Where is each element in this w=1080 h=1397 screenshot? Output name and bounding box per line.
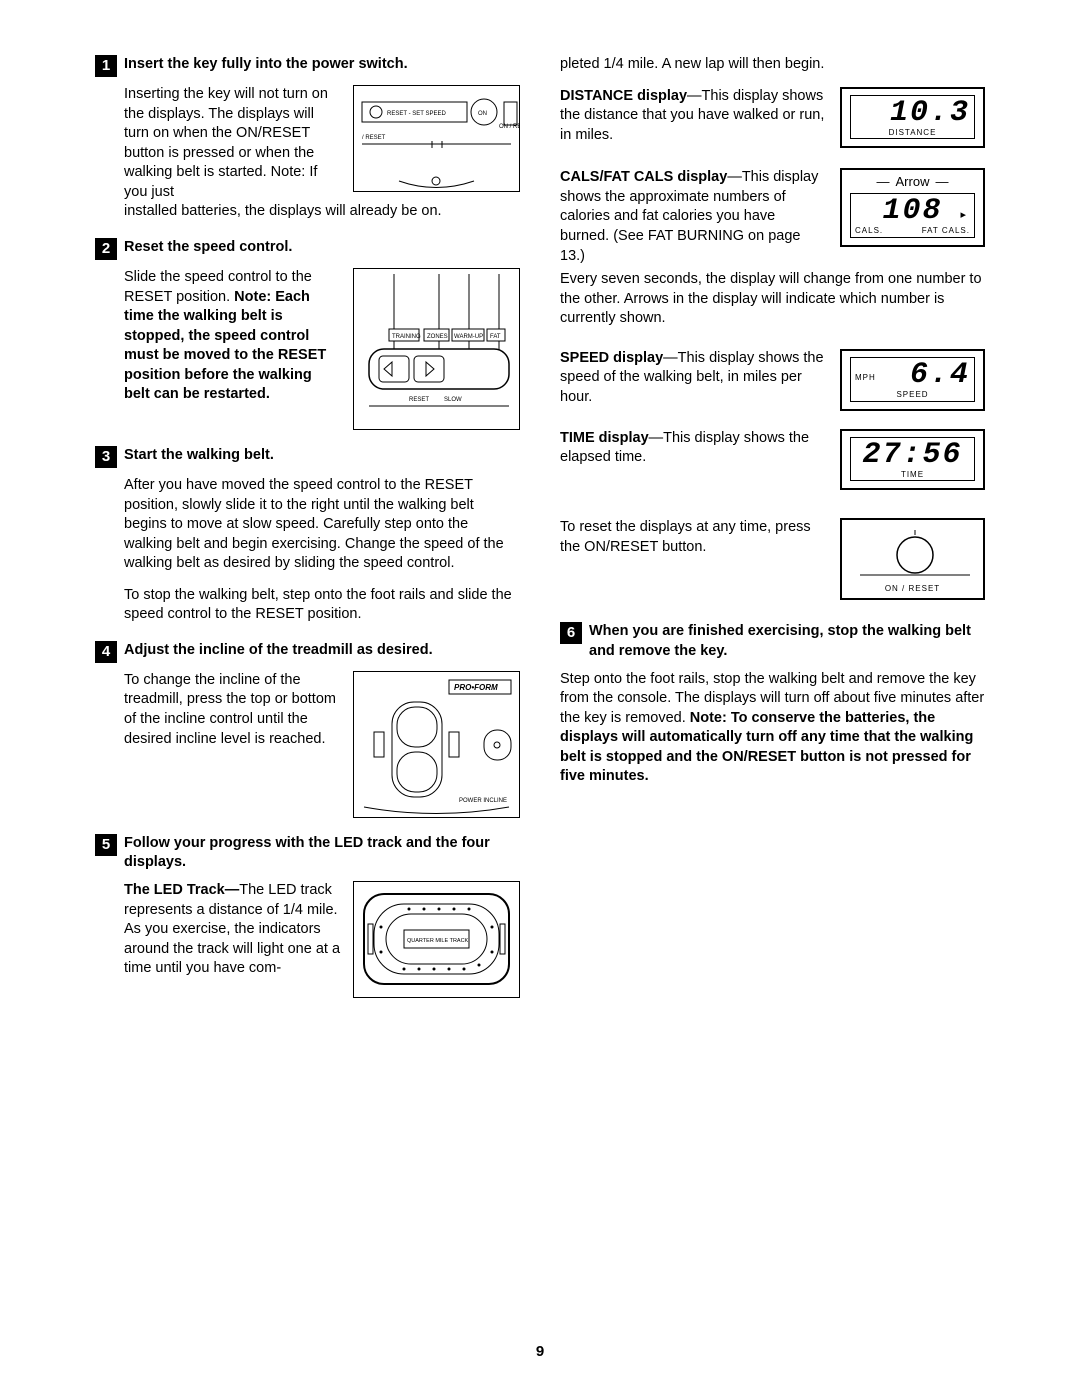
step-1-title: Insert the key fully into the power swit… xyxy=(124,55,408,75)
speed-control-diagram: TRAINING ZONES WARM-UP FAT xyxy=(353,268,520,430)
time-value: 27:56 xyxy=(855,440,970,470)
svg-text:TRAINING: TRAINING xyxy=(392,334,421,340)
step-3-header: 3 Start the walking belt. xyxy=(95,446,520,468)
step-3-title: Start the walking belt. xyxy=(124,446,274,466)
mph-label: MPH xyxy=(855,373,910,390)
cals-after-text: Every seven seconds, the display will ch… xyxy=(560,270,985,329)
step-4-header: 4 Adjust the incline of the treadmill as… xyxy=(95,641,520,663)
step-4-text: To change the incline of the treadmill, … xyxy=(124,671,341,749)
step-number-3: 3 xyxy=(95,446,117,468)
step-2-header: 2 Reset the speed control. xyxy=(95,238,520,260)
svg-text:SLOW: SLOW xyxy=(444,397,462,403)
step-2-bold: Note: Each time the walking belt is stop… xyxy=(124,289,326,403)
incline-diagram: PRO•FORM POWER INCLINE xyxy=(353,671,520,818)
svg-text:PRO•FORM: PRO•FORM xyxy=(454,683,498,692)
step-2-title: Reset the speed control. xyxy=(124,238,292,258)
step-3-para2: To stop the walking belt, step onto the … xyxy=(124,586,520,625)
on-label: ON xyxy=(478,111,487,117)
step-number-5: 5 xyxy=(95,834,117,856)
speed-display: MPH 6.4 SPEED xyxy=(840,349,985,411)
svg-text:POWER INCLINE: POWER INCLINE xyxy=(459,798,507,804)
step-number-4: 4 xyxy=(95,641,117,663)
led-track-diagram: QUARTER MILE TRACK xyxy=(353,881,520,998)
slash-reset-label: / RESET xyxy=(362,135,386,141)
arrow-label: Arrow xyxy=(896,173,930,191)
step-4-title: Adjust the incline of the treadmill as d… xyxy=(124,641,433,661)
manual-page: 1 Insert the key fully into the power sw… xyxy=(0,0,1080,1397)
on-reset-caption: ON / RESET xyxy=(850,584,975,595)
continuation-text: pleted 1/4 mile. A new lap will then beg… xyxy=(560,55,985,75)
svg-text:FAT: FAT xyxy=(490,334,501,340)
cals-value: 108 xyxy=(855,196,970,226)
left-column: 1 Insert the key fully into the power sw… xyxy=(95,55,520,1014)
reset-set-speed-label: RESET - SET SPEED xyxy=(387,111,446,117)
time-bold: TIME display xyxy=(560,430,649,446)
reset-text: To reset the displays at any time, press… xyxy=(560,518,828,557)
step-number-6: 6 xyxy=(560,622,582,644)
cals-bold: CALS/FAT CALS display xyxy=(560,169,727,185)
cals-caption-right: FAT CALS. xyxy=(922,226,970,237)
speed-bold: SPEED display xyxy=(560,350,663,366)
step-number-2: 2 xyxy=(95,238,117,260)
time-display: 27:56 TIME xyxy=(840,429,985,491)
step-5-title: Follow your progress with the LED track … xyxy=(124,834,520,873)
step-6-title: When you are finished exercising, stop t… xyxy=(589,622,985,661)
step-number-1: 1 xyxy=(95,55,117,77)
distance-value: 10.3 xyxy=(855,98,970,128)
speed-value: 6.4 xyxy=(910,360,970,390)
right-column: pleted 1/4 mile. A new lap will then beg… xyxy=(560,55,985,1014)
svg-text:QUARTER MILE TRACK: QUARTER MILE TRACK xyxy=(407,938,469,944)
step-3-para1: After you have moved the speed control t… xyxy=(124,476,520,574)
step-1-header: 1 Insert the key fully into the power sw… xyxy=(95,55,520,77)
svg-text:ZONES: ZONES xyxy=(427,334,448,340)
on-reset-display: ON / RESET xyxy=(840,518,985,600)
step-5-header: 5 Follow your progress with the LED trac… xyxy=(95,834,520,873)
cals-caption-left: CALS. xyxy=(855,226,883,237)
page-number: 9 xyxy=(0,1342,1080,1362)
step-1-text-cont: installed batteries, the displays will a… xyxy=(124,202,520,222)
distance-bold: DISTANCE display xyxy=(560,88,687,104)
svg-text:RESET: RESET xyxy=(409,397,429,403)
svg-text:WARM-UP: WARM-UP xyxy=(454,334,483,340)
power-switch-diagram: RESET - SET SPEED ON ON / RES / RESET xyxy=(353,85,520,192)
cals-display: —Arrow— 108 ▸ CALS. FAT CALS. xyxy=(840,168,985,246)
step-6-header: 6 When you are finished exercising, stop… xyxy=(560,622,985,661)
distance-display: 10.3 DISTANCE xyxy=(840,87,985,149)
step-1-text: Inserting the key will not turn on the d… xyxy=(124,85,341,202)
led-track-bold: The LED Track— xyxy=(124,882,239,898)
